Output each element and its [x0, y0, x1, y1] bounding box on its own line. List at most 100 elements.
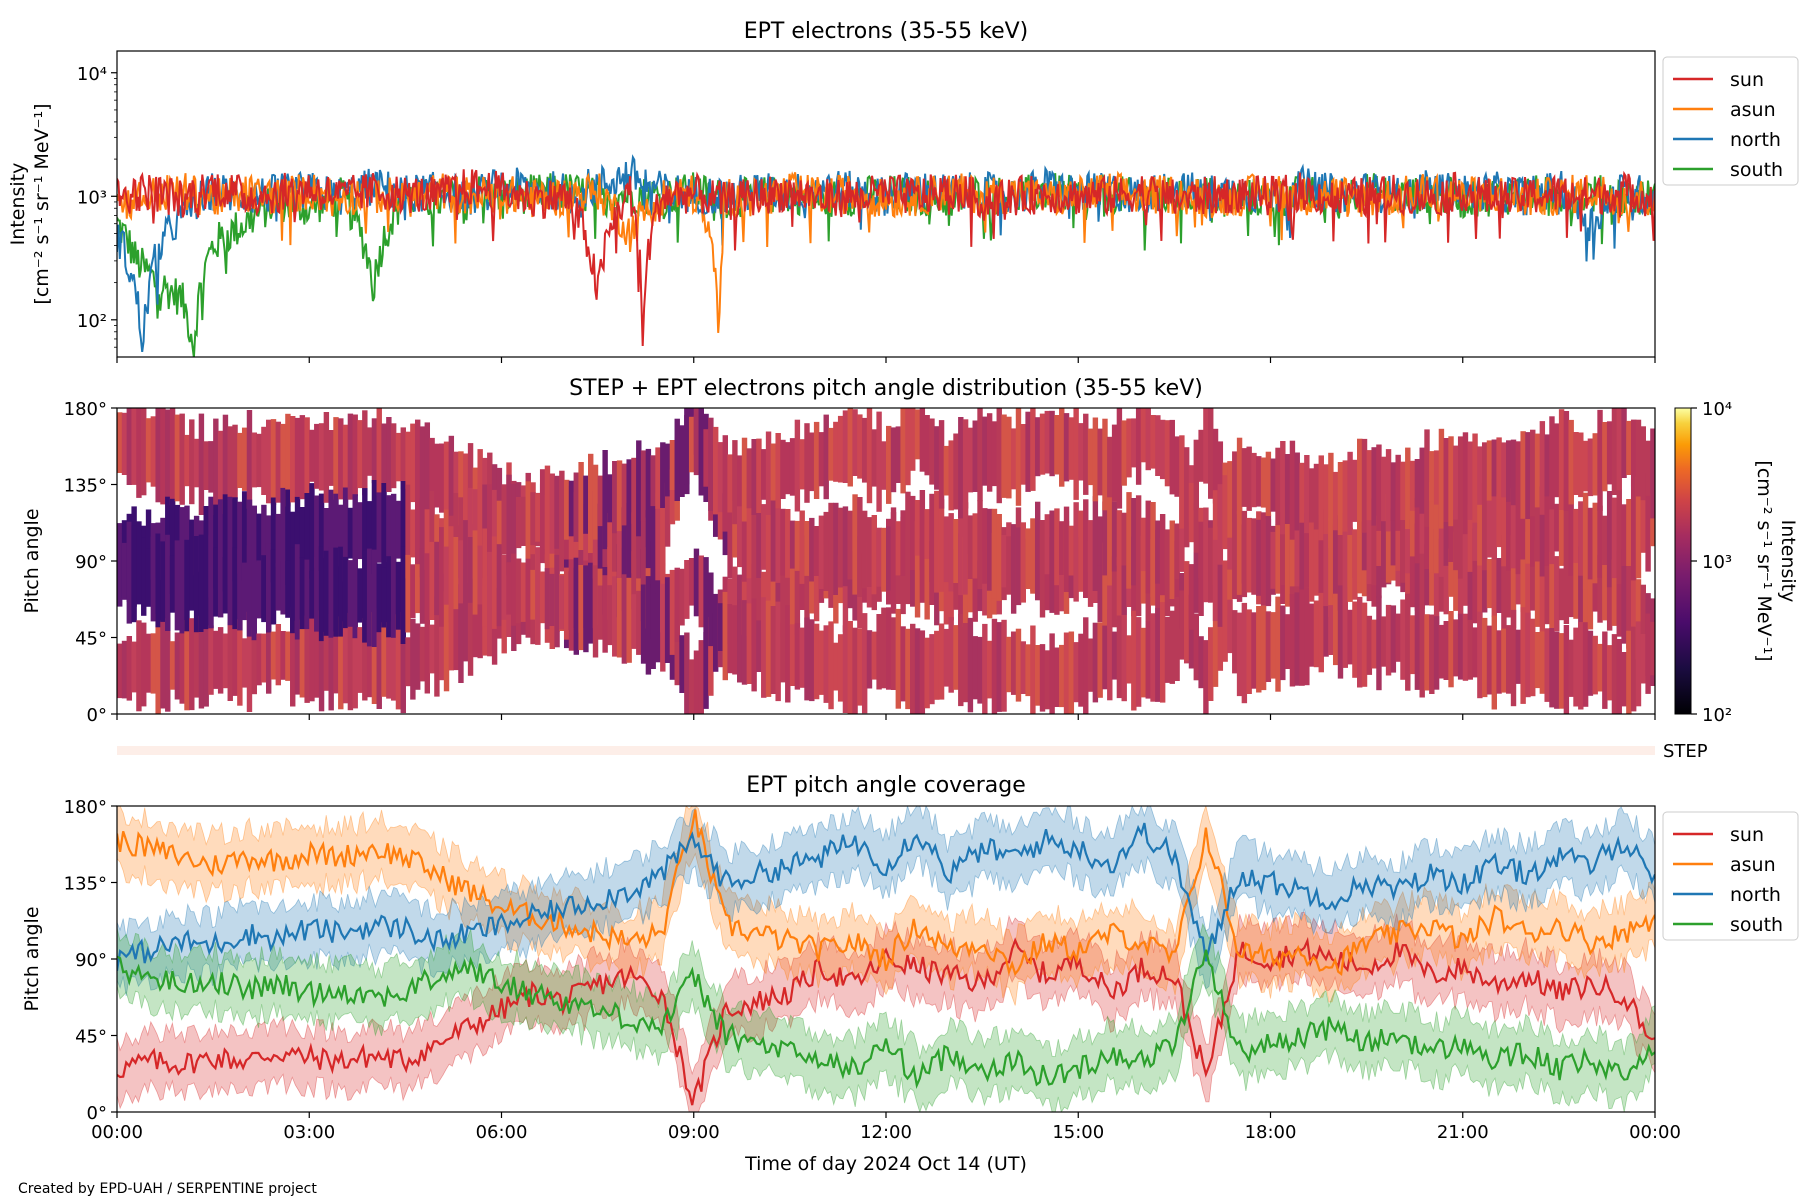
pad-cell	[861, 510, 868, 589]
pad-cell	[794, 419, 801, 512]
pad-cell	[1400, 461, 1406, 520]
pad-cell	[1246, 446, 1252, 511]
pad-cell	[1544, 628, 1550, 702]
pad-cell	[1015, 628, 1022, 702]
pad-cell	[1515, 629, 1522, 684]
pad-cell	[342, 621, 349, 704]
pad-cell	[1159, 514, 1166, 596]
pad-cell	[761, 504, 767, 570]
pad-cell	[352, 494, 358, 570]
pad-cell	[251, 540, 257, 641]
pad-cell	[900, 510, 906, 576]
pad-cell	[761, 449, 767, 500]
pad-cell	[160, 408, 166, 505]
pad-cell	[1155, 520, 1161, 584]
pad-cell	[756, 493, 762, 578]
intensity-series-group	[117, 154, 1655, 357]
pad-cell	[1256, 519, 1262, 596]
pad-cell	[448, 435, 455, 531]
pad-cell	[275, 513, 282, 567]
pad-cell	[1010, 524, 1017, 614]
pad-cell	[136, 408, 142, 498]
pad-cell	[1169, 520, 1175, 599]
pad-cell	[953, 519, 959, 583]
pad-cell	[386, 417, 392, 492]
pad-cell	[342, 556, 349, 629]
pad-cell	[809, 619, 815, 702]
pad-cell	[251, 627, 257, 695]
pad-cell	[213, 418, 219, 516]
pad-cell	[381, 483, 387, 574]
pad-cell	[636, 558, 642, 607]
pad-cell	[285, 631, 291, 681]
pad-cell	[1092, 417, 1099, 502]
pad-cell	[1414, 497, 1421, 564]
pad-cell	[1001, 535, 1007, 588]
pad-cell	[669, 469, 676, 525]
coverage-band-south	[117, 922, 1655, 1112]
intensity-y-label-line2: [cm⁻² s⁻¹ sr⁻¹ MeV⁻¹]	[31, 103, 53, 304]
pad-cell	[1357, 438, 1363, 538]
pad-cell	[1486, 625, 1493, 695]
pad-cell	[1563, 489, 1570, 572]
pad-cell	[1039, 413, 1046, 475]
pad-cell	[809, 517, 815, 582]
pad-cell	[1217, 484, 1224, 566]
pad-cell	[698, 408, 704, 496]
pad-cell	[299, 557, 306, 630]
pad-cell	[857, 628, 863, 706]
pad-cell	[299, 415, 306, 500]
pad-cell	[612, 461, 618, 534]
pad-cell	[1198, 429, 1204, 482]
pad-cell	[477, 483, 483, 582]
pad-cell	[1337, 585, 1344, 679]
pad-cell	[1107, 609, 1113, 701]
pad-cell	[506, 474, 512, 576]
pad-cell	[1501, 480, 1507, 567]
pad-cell	[1409, 507, 1416, 557]
pad-cell	[607, 512, 613, 565]
pad-cell	[1073, 408, 1079, 500]
pad-cell	[1563, 411, 1570, 511]
pad-cell	[362, 410, 368, 496]
pad-cell	[208, 441, 214, 493]
pad-cell	[410, 509, 416, 558]
pad-cell	[703, 632, 709, 709]
pad-cell	[1506, 548, 1512, 618]
pad-cell	[597, 585, 604, 640]
pad-cell	[996, 514, 1002, 601]
pad-cell	[1328, 605, 1334, 655]
pad-cell	[1111, 424, 1118, 502]
intensity-series-sun	[117, 169, 1655, 347]
pad-cell	[126, 636, 133, 701]
pad-cell	[1270, 531, 1276, 589]
pad-cell	[1044, 410, 1051, 474]
pad-cell	[650, 455, 656, 507]
pad-cell	[150, 416, 157, 487]
pad-cell	[1145, 500, 1151, 594]
pad-cell	[1457, 506, 1464, 579]
pad-cell	[294, 417, 301, 499]
pad-cell	[1150, 613, 1156, 702]
pad-cell	[1400, 486, 1406, 583]
pad-cell	[871, 631, 877, 680]
pad-cell	[1626, 559, 1632, 649]
pad-cell	[861, 417, 868, 483]
pad-cell	[592, 464, 599, 540]
pad-cell	[338, 418, 344, 500]
pad-cell	[876, 527, 882, 587]
pad-cell	[568, 559, 575, 651]
pad-cell	[910, 495, 916, 571]
pad-cell	[222, 494, 229, 592]
pad-cell	[982, 623, 988, 714]
pad-cell	[1251, 518, 1257, 595]
pad-cell	[501, 498, 507, 555]
pad-cell	[1203, 507, 1209, 603]
pad-cell	[1260, 513, 1267, 605]
pad-cell	[881, 441, 887, 490]
pad-cell	[612, 576, 618, 657]
pad-cell	[1554, 556, 1560, 632]
pad-cell	[1376, 515, 1382, 566]
pad-cell	[1395, 500, 1401, 571]
y-tick-label: 180°	[64, 399, 107, 420]
